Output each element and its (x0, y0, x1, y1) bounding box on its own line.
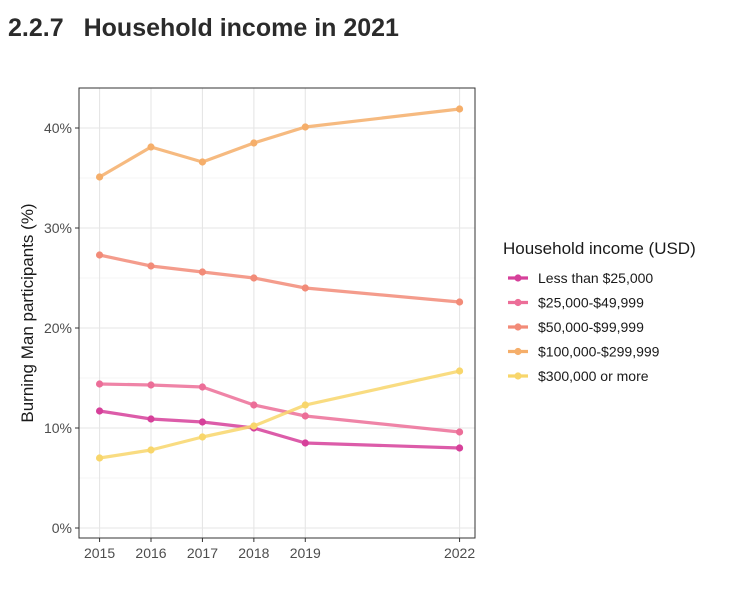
x-tick-label: 2017 (187, 545, 218, 561)
series-line-0 (97, 409, 462, 450)
data-point (95, 173, 104, 181)
data-point (95, 407, 104, 415)
legend-label: $25,000-$49,999 (538, 295, 644, 311)
legend-title: Household income (USD) (503, 239, 696, 258)
plot-border (78, 87, 476, 539)
series-lines (97, 107, 462, 460)
data-point (455, 428, 464, 436)
y-tick-label: 20% (44, 320, 72, 336)
series-line-2 (97, 253, 462, 304)
section-heading: 2.2.7 Household income in 2021 (8, 14, 399, 43)
data-point (250, 274, 258, 282)
data-point (250, 139, 258, 147)
legend-key-point (514, 347, 522, 356)
legend-key-point (514, 372, 522, 380)
y-tick-label: 10% (44, 420, 72, 436)
series-points (95, 105, 464, 462)
legend: Household income (USD) Less than $25,000… (503, 239, 696, 384)
x-tick-label: 2018 (238, 545, 269, 561)
data-point (455, 444, 464, 452)
legend-label: $100,000-$299,999 (538, 344, 660, 360)
data-point (198, 268, 207, 276)
series-line-1 (97, 382, 462, 434)
data-point (301, 401, 309, 409)
series-line-4 (97, 369, 462, 460)
data-point (147, 381, 155, 389)
y-tick-label: 0% (52, 520, 72, 536)
data-point (250, 401, 258, 409)
data-point (301, 439, 309, 447)
data-point (198, 383, 207, 391)
section-title: Household income in 2021 (83, 14, 399, 42)
y-axis-title: Burning Man participants (%) (18, 203, 37, 422)
data-point (95, 380, 104, 388)
x-tick-label: 2022 (444, 545, 475, 561)
data-point (455, 367, 464, 375)
x-tick-label: 2019 (290, 545, 321, 561)
data-point (301, 284, 309, 292)
grid-lines (79, 88, 475, 538)
legend-label: $50,000-$99,999 (538, 319, 644, 335)
data-point (198, 158, 207, 166)
data-point (301, 123, 309, 131)
legend-label: $300,000 or more (538, 368, 649, 384)
series-line-3 (97, 107, 462, 179)
data-point (455, 105, 464, 113)
x-tick-label: 2016 (135, 545, 166, 561)
y-tick-label: 30% (44, 220, 72, 236)
legend-key-point (514, 298, 522, 307)
plot-panel (79, 88, 475, 538)
legend-label: Less than $25,000 (538, 270, 653, 286)
data-point (198, 433, 207, 441)
data-point (147, 143, 155, 151)
data-point (147, 446, 155, 454)
data-point (250, 422, 258, 430)
data-point (198, 418, 207, 426)
data-point (95, 454, 104, 462)
data-point (147, 415, 155, 423)
data-point (147, 262, 155, 270)
y-tick-label: 40% (44, 120, 72, 136)
legend-key-point (514, 274, 522, 282)
section-number: 2.2.7 (8, 14, 64, 42)
legend-key-point (514, 323, 522, 331)
data-point (95, 251, 104, 259)
x-tick-label: 2015 (84, 545, 115, 561)
y-axis: 0% 10% 20% 30% 40% (44, 120, 79, 536)
data-point (301, 412, 309, 420)
x-axis: 2015 2016 2017 2018 2019 2022 (84, 538, 475, 561)
data-point (455, 298, 464, 306)
